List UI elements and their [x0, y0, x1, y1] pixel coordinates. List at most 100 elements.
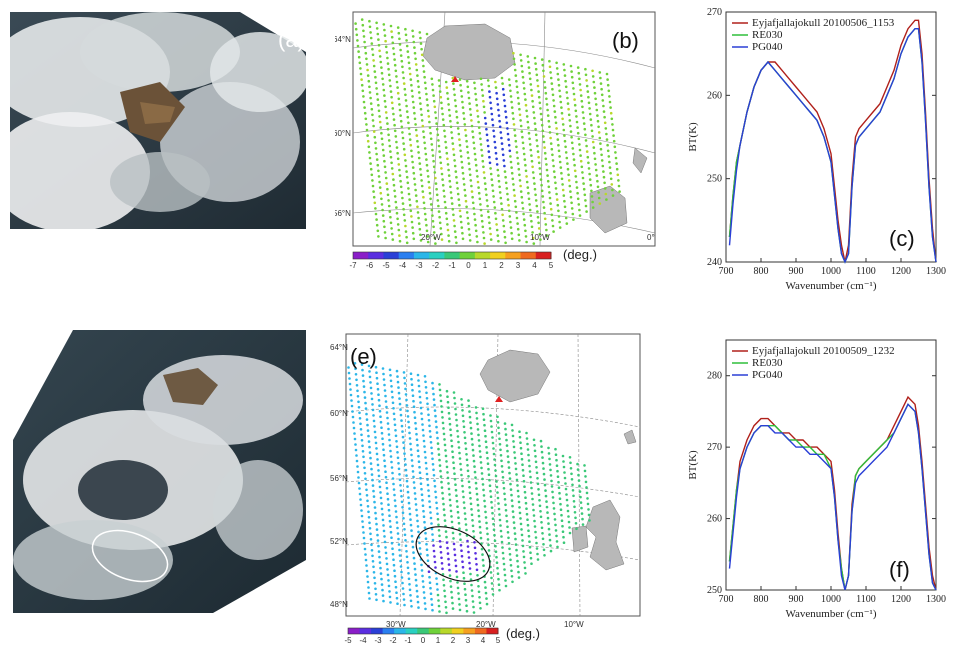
swath-dot [384, 470, 387, 473]
swath-dot [524, 98, 527, 101]
swath-dot [569, 461, 572, 465]
swath-dot [418, 96, 422, 100]
swath-dot [426, 483, 430, 487]
swath-dot [455, 575, 459, 579]
swath-dot [406, 485, 409, 488]
swath-dot [498, 513, 501, 516]
swath-dot [397, 228, 401, 232]
swath-dot [608, 95, 611, 98]
swath-dot [424, 461, 428, 465]
swath-dot [484, 122, 488, 125]
swath-dot [361, 368, 364, 372]
swath-dot [364, 558, 368, 562]
swath-dot [466, 545, 470, 548]
swath-dot [375, 376, 379, 380]
swath-dot [518, 173, 521, 177]
swath-dot [531, 99, 534, 103]
swath-dot [486, 538, 490, 541]
swath-dot [371, 184, 375, 188]
swath-dot [563, 471, 566, 474]
swath-dot [369, 102, 373, 105]
swath-dot [579, 501, 583, 504]
swath-dot [367, 586, 370, 589]
swath-dot [450, 136, 454, 140]
swath-dot [558, 491, 561, 495]
swath-dot [415, 432, 418, 436]
swath-dot [527, 453, 530, 457]
swath-dot [603, 115, 606, 119]
swath-dot [385, 182, 389, 185]
swath-dot [391, 477, 395, 480]
swath-dot [396, 526, 399, 530]
swath-dot [371, 560, 375, 563]
swath-dot [561, 117, 564, 121]
swath-dot [579, 159, 583, 163]
swath-dot [502, 93, 506, 97]
y-tick-label: 270 [707, 7, 722, 18]
swath-dot [397, 467, 401, 471]
swath-dot [398, 43, 402, 46]
swath-dot [367, 440, 371, 443]
swath-dot [476, 503, 480, 507]
swath-dot [447, 103, 450, 106]
swath-dot [472, 454, 475, 457]
swath-dot [407, 55, 410, 59]
swath-dot [409, 599, 413, 603]
spectrum-chart-f: 700 800 900 1000 1100 1200 1300250260270280Eyj… [687, 339, 946, 620]
swath-dot [479, 137, 482, 141]
swath-dot [387, 503, 390, 506]
swath-dot [444, 606, 448, 609]
swath-dot [569, 190, 572, 193]
swath-dot [426, 402, 429, 406]
swath-dot [516, 484, 519, 487]
swath-dot [365, 123, 368, 126]
swath-dot [406, 566, 410, 570]
swath-dot [434, 566, 437, 569]
swath-dot [428, 120, 431, 124]
swath-dot [576, 197, 580, 201]
swath-dot [516, 162, 520, 165]
swath-dot [419, 167, 422, 171]
swath-dot [513, 199, 517, 203]
swath-dot [456, 510, 460, 514]
swath-dot [475, 103, 479, 107]
swath-dot [380, 137, 384, 141]
swath-dot [550, 485, 554, 488]
swath-dot [586, 502, 590, 506]
swath-dot [599, 142, 602, 145]
swath-dot [402, 441, 405, 444]
swath-dot [450, 196, 453, 200]
swath-dot [449, 185, 452, 189]
swath-dot [389, 601, 392, 604]
swath-dot [423, 81, 427, 85]
swath-dot [426, 553, 429, 557]
swath-dot [453, 93, 456, 97]
swath-dot [505, 444, 509, 447]
swath-dot [512, 521, 516, 524]
swath-dot [440, 172, 444, 176]
swath-dot [427, 413, 430, 417]
swath-dot [433, 485, 437, 488]
swath-dot [381, 588, 384, 592]
swath-dot [544, 157, 548, 161]
swath-dot [433, 105, 437, 109]
swath-dot [440, 486, 444, 489]
swath-dot [371, 478, 374, 482]
swath-dot [565, 493, 568, 496]
swath-dot [560, 513, 563, 517]
swath-dot [445, 465, 449, 469]
swath-dot [361, 520, 364, 523]
swath-dot [400, 500, 404, 504]
y-tick-label: 260 [707, 90, 722, 101]
swath-dot [418, 541, 421, 545]
swath-dot [478, 596, 481, 599]
swath-dot [385, 411, 389, 414]
swath-dot [380, 66, 383, 69]
swath-dot [366, 429, 370, 432]
swath-dot [462, 111, 465, 115]
swath-dot [404, 164, 408, 168]
swath-dot [585, 486, 588, 489]
swath-dot [393, 418, 396, 421]
swath-dot [382, 23, 386, 26]
swath-dot [504, 427, 507, 431]
